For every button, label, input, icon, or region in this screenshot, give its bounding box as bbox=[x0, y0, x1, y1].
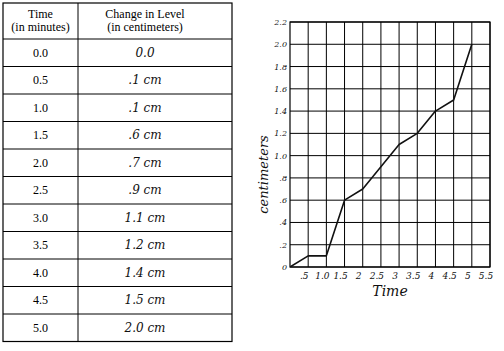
table-cell: .1 cm bbox=[128, 73, 161, 87]
grid-line-x bbox=[326, 22, 327, 267]
grid-line-y bbox=[290, 133, 490, 134]
table-row-line bbox=[3, 286, 232, 287]
table-header: (in centimeters) bbox=[107, 20, 183, 34]
table-row-line bbox=[3, 94, 232, 95]
plot-frame bbox=[290, 22, 490, 267]
table-cell: .7 cm bbox=[128, 156, 161, 170]
x-tick-label: 2.5 bbox=[369, 271, 385, 281]
table-row-line bbox=[3, 204, 232, 205]
grid-line-x bbox=[435, 22, 436, 267]
table-row-line bbox=[3, 121, 232, 122]
grid-line-y bbox=[290, 88, 490, 89]
x-tick-label: 5 bbox=[465, 271, 471, 281]
table-cell: 1.0 bbox=[33, 101, 48, 115]
grid-line-y bbox=[290, 177, 490, 178]
x-tick-label: 1.5 bbox=[333, 271, 348, 281]
x-tick-label: 3 bbox=[392, 271, 398, 281]
table-cell: 0.5 bbox=[33, 73, 48, 87]
table-column-line bbox=[78, 3, 79, 342]
grid-line-y bbox=[290, 22, 490, 23]
x-axis-label: Time bbox=[372, 283, 407, 299]
x-tick-label: 3.5 bbox=[406, 271, 421, 281]
table-cell: 3.0 bbox=[33, 211, 48, 225]
table-cell: 0.0 bbox=[33, 46, 48, 60]
table-frame bbox=[3, 3, 232, 342]
grid-line-y bbox=[290, 44, 490, 45]
y-tick-label: .6 bbox=[279, 196, 287, 205]
grid-line-x bbox=[490, 22, 491, 267]
x-tick-label: 4 bbox=[428, 271, 435, 281]
table-cell: 4.0 bbox=[33, 266, 48, 280]
y-tick-label: 1.6 bbox=[274, 85, 287, 94]
x-tick-label: 2 bbox=[355, 271, 362, 281]
table-header: Time bbox=[28, 7, 53, 21]
table-header: Change in Level bbox=[105, 7, 185, 21]
y-axis-label: centimeters bbox=[256, 135, 271, 214]
data-line bbox=[290, 44, 472, 267]
data-group bbox=[290, 44, 472, 267]
grid-line-y bbox=[290, 222, 490, 223]
grid-line-y bbox=[290, 111, 490, 112]
table-cell: 4.5 bbox=[33, 293, 48, 307]
table-cell: 2.0 bbox=[33, 156, 48, 170]
table-header: (in minutes) bbox=[11, 20, 69, 34]
y-tick-label: 1.2 bbox=[274, 129, 287, 138]
table-row-line bbox=[3, 149, 232, 150]
table-cell: 3.5 bbox=[33, 238, 48, 252]
x-tick-label: 5.5 bbox=[479, 271, 494, 281]
y-tick-label: 1.4 bbox=[274, 107, 287, 116]
table-row-line bbox=[3, 39, 232, 40]
grid-line-x bbox=[471, 22, 472, 267]
y-tick-label: .4 bbox=[279, 218, 287, 227]
table-row-line bbox=[3, 231, 232, 232]
table-cell: 5.0 bbox=[33, 321, 48, 335]
grid-line-x bbox=[417, 22, 418, 267]
y-tick-label: 1.8 bbox=[274, 63, 287, 72]
grid-line-y bbox=[290, 244, 490, 245]
grid-line-y bbox=[290, 267, 490, 268]
table-cell: .1 cm bbox=[128, 101, 161, 115]
table-row-line bbox=[3, 341, 232, 342]
table-cell: 1.5 cm bbox=[125, 293, 166, 307]
y-tick-label: 2.0 bbox=[273, 40, 287, 49]
table-row-line bbox=[3, 176, 232, 177]
table-cell: 0.0 bbox=[135, 46, 154, 60]
grid-line-x bbox=[344, 22, 345, 267]
table-cell: .6 cm bbox=[128, 128, 161, 142]
y-tick-label: .2 bbox=[279, 241, 287, 250]
table-cell: .9 cm bbox=[128, 183, 161, 197]
table-cell: 1.2 cm bbox=[125, 238, 166, 252]
y-tick-label: .8 bbox=[279, 174, 287, 183]
table-cell: 1.1 cm bbox=[125, 211, 166, 225]
page: Time(in minutes)Change in Level(in centi… bbox=[0, 0, 504, 351]
y-tick-label: 0 bbox=[282, 263, 287, 272]
grid-line-x bbox=[380, 22, 381, 267]
table-row-line bbox=[3, 66, 232, 67]
table-cell: 2.0 cm bbox=[124, 321, 166, 335]
table-row-line bbox=[3, 259, 232, 260]
grid-line-y bbox=[290, 66, 490, 67]
x-tick-label: 4.5 bbox=[441, 271, 457, 281]
table-row-line bbox=[3, 314, 232, 315]
grid-line-x bbox=[308, 22, 309, 267]
grid-line-y bbox=[290, 200, 490, 201]
grid-line-x bbox=[362, 22, 363, 267]
x-tick-label: .5 bbox=[300, 271, 309, 281]
table-cell: 1.5 bbox=[33, 128, 48, 142]
table-cell: 1.4 cm bbox=[125, 266, 166, 280]
y-tick-label: 1.0 bbox=[274, 152, 287, 161]
y-tick-label: 2.2 bbox=[273, 18, 287, 27]
x-tick-label: 1.0 bbox=[315, 271, 330, 281]
grid-line-x bbox=[453, 22, 454, 267]
table-cell: 2.5 bbox=[33, 183, 48, 197]
